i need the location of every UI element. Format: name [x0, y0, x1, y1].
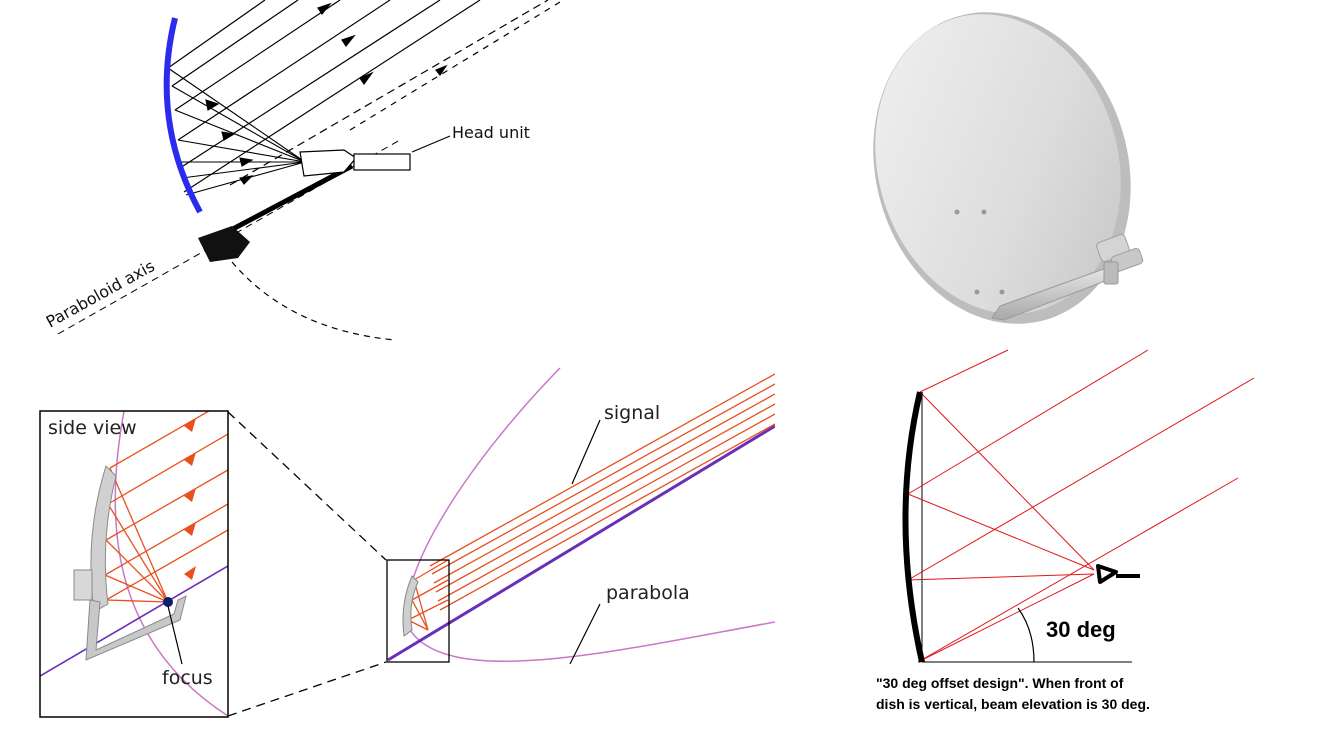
small-dish — [402, 575, 419, 637]
dashed-arc — [231, 261, 396, 341]
angle-arc — [1017, 607, 1035, 663]
dish-face — [875, 14, 1121, 314]
paraboloid-axis-label: Paraboloid axis — [43, 256, 158, 331]
offset-feed-horn — [1096, 564, 1140, 584]
head-unit-pointer — [411, 135, 451, 153]
dish-reflector — [163, 17, 203, 214]
head-unit-label: Head unit — [452, 123, 530, 142]
feed-arm — [210, 163, 354, 243]
parabola-curve — [406, 367, 775, 662]
satellite-dish-photo — [873, 12, 1144, 324]
lnb-feed — [1096, 234, 1144, 285]
panel-paraboloid-diagram: Head unit Paraboloid axis — [43, 0, 561, 341]
caption-line-2: dish is vertical, beam elevation is 30 d… — [876, 696, 1150, 712]
caption-line-1: "30 deg offset design". When front of — [876, 675, 1124, 691]
focus-label: focus — [162, 667, 213, 689]
side-view-inset: side view focus — [39, 410, 229, 718]
side-view-frame — [39, 410, 229, 718]
panel-side-view-diagram: signal parabola — [386, 367, 775, 665]
reflected-rays — [167, 67, 306, 196]
parabola-pointer — [569, 603, 601, 665]
signal-label: signal — [604, 402, 660, 424]
offset-rays — [907, 349, 1255, 663]
zoom-box — [386, 559, 450, 663]
zoom-connector-top — [227, 411, 387, 561]
parabola-label: parabola — [606, 582, 690, 604]
focus-point — [163, 597, 173, 607]
angle-label: 30 deg — [1046, 617, 1116, 642]
parabola-axis-line — [387, 424, 775, 662]
head-unit — [299, 149, 411, 177]
panel-offset-design: 30 deg "30 deg offset design". When fron… — [876, 349, 1255, 712]
zoom-connector-bottom — [227, 661, 387, 717]
offset-dish — [902, 391, 925, 663]
signal-rays — [407, 373, 775, 631]
side-view-label: side view — [48, 417, 137, 439]
mount-block — [198, 226, 250, 262]
signal-pointer — [571, 419, 601, 485]
